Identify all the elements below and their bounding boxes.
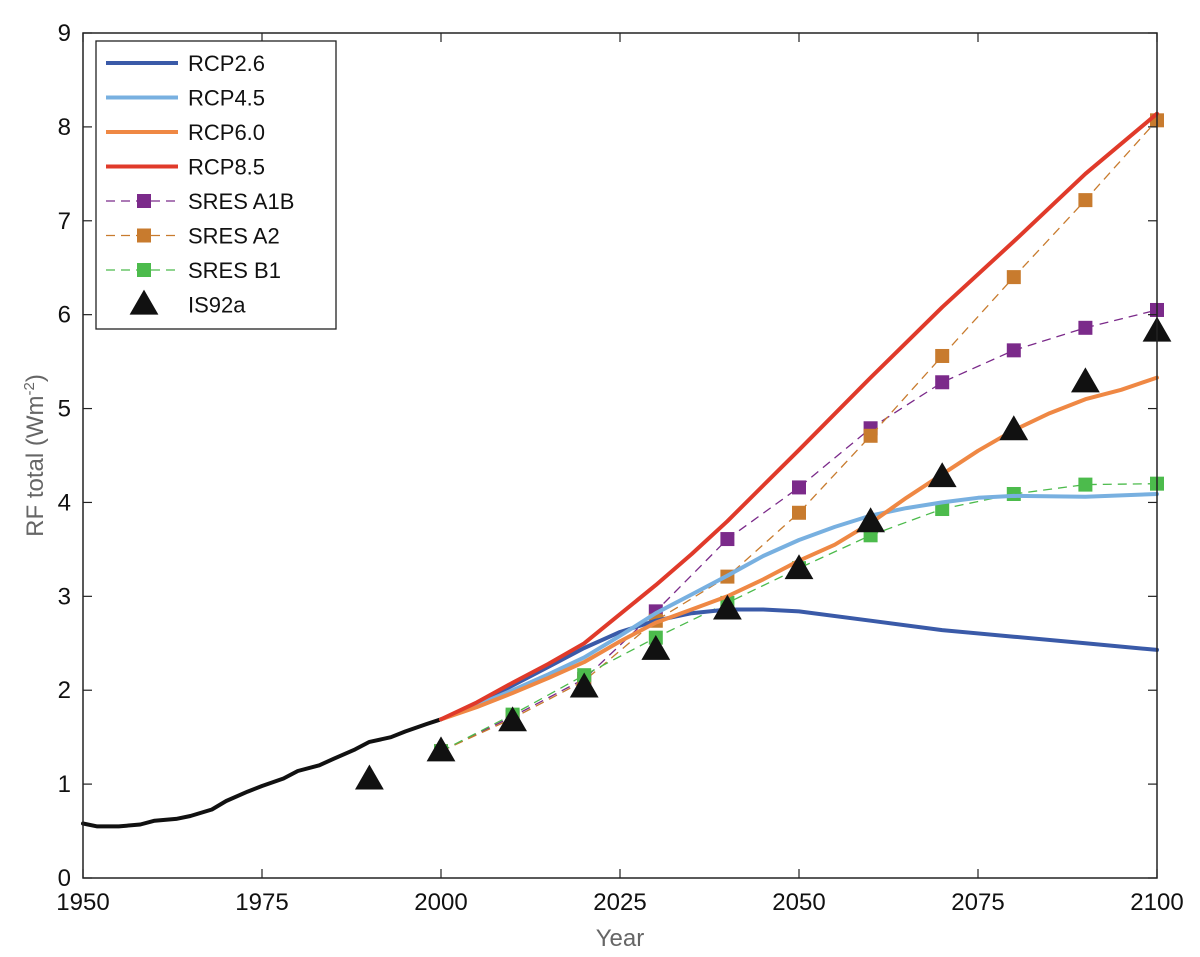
legend-marker-sres-a2 xyxy=(137,228,151,243)
point-is92a xyxy=(927,462,957,488)
series-line-sres-b1 xyxy=(440,483,1158,752)
plot-layer xyxy=(81,111,1172,829)
point-sres-b1 xyxy=(1078,477,1093,492)
x-tick-label: 1950 xyxy=(56,889,109,916)
y-tick-label: 6 xyxy=(58,302,71,329)
legend-item-is92a: IS92a xyxy=(129,289,246,318)
legend: RCP2.6 RCP4.5 RCP6.0 RCP8.5 SRES A1B SRES A2 S… xyxy=(95,40,337,330)
y-tick-label: 5 xyxy=(58,396,71,423)
legend-item-rcp2-6: RCP2.6 xyxy=(106,51,265,76)
legend-label-rcp4-5: RCP4.5 xyxy=(188,86,265,111)
point-sres-a2 xyxy=(1078,193,1093,208)
series-line-sres-a2 xyxy=(440,119,1158,752)
y-axis-label-main: RF total (Wm xyxy=(22,396,49,537)
x-tick-label: 2100 xyxy=(1130,889,1183,916)
x-tick-label: 2050 xyxy=(772,889,825,916)
legend-label-sres-b1: SRES B1 xyxy=(188,258,281,283)
point-sres-a1b xyxy=(1006,343,1021,358)
point-sres-a1b xyxy=(720,532,735,547)
legend-marker-sres-a1b xyxy=(137,194,151,208)
y-axis-label-superscript: -2 xyxy=(21,382,38,395)
point-is92a xyxy=(426,736,456,762)
point-is92a xyxy=(713,594,742,620)
series-line-rcp2-6 xyxy=(439,607,1159,722)
y-tick-label: 1 xyxy=(58,771,71,798)
x-tick-label: 2000 xyxy=(414,889,467,916)
legend-box xyxy=(95,40,337,330)
legend-item-sres-a2: SRES A2 xyxy=(106,224,280,249)
point-is92a xyxy=(999,415,1029,441)
point-sres-b1 xyxy=(935,502,950,517)
point-sres-a1b xyxy=(1078,320,1093,335)
series-line-historical xyxy=(81,717,443,829)
legend-label-sres-a2: SRES A2 xyxy=(188,224,280,249)
x-tick-label: 2025 xyxy=(593,889,646,916)
legend-label-rcp8-5: RCP8.5 xyxy=(188,155,265,180)
point-sres-a2 xyxy=(935,348,950,363)
y-axis-label-close: ) xyxy=(22,374,49,382)
point-is92a xyxy=(355,764,384,790)
legend-item-sres-a1b: SRES A1B xyxy=(106,189,294,214)
legend-item-sres-b1: SRES B1 xyxy=(106,258,281,283)
y-tick-label: 0 xyxy=(58,865,71,892)
y-tick-label: 3 xyxy=(58,583,71,610)
legend-marker-sres-b1 xyxy=(137,263,151,277)
y-tick-label: 2 xyxy=(58,677,71,704)
legend-label-rcp2-6: RCP2.6 xyxy=(188,51,265,76)
series-line-sres-a1b xyxy=(440,309,1158,752)
legend-label-sres-a1b: SRES A1B xyxy=(188,189,294,214)
point-sres-a2 xyxy=(863,428,878,443)
point-sres-a2 xyxy=(792,505,806,520)
point-is92a xyxy=(1071,367,1100,393)
x-axis-label: Year xyxy=(596,925,645,952)
y-tick-label: 4 xyxy=(58,489,71,516)
point-sres-a1b xyxy=(792,480,806,495)
y-axis-label: RF total (Wm-2) xyxy=(21,374,49,537)
point-is92a xyxy=(498,706,527,732)
point-is92a xyxy=(784,554,814,580)
ticks-layer: 1950 1975 2000 2025 2050 2075 2100 0 1 2 3 4 5 6 7 8 9 xyxy=(56,20,1183,916)
x-tick-label: 2075 xyxy=(951,889,1004,916)
point-sres-a1b xyxy=(935,375,950,390)
legend-item-rcp8-5: RCP8.5 xyxy=(106,155,265,180)
y-tick-label: 9 xyxy=(58,20,71,47)
point-is92a xyxy=(856,507,885,533)
series-line-rcp8-5 xyxy=(439,111,1159,722)
point-is92a xyxy=(569,672,599,698)
series-line-rcp4-5 xyxy=(439,492,1159,722)
y-tick-label: 7 xyxy=(58,208,71,235)
legend-label-rcp6-0: RCP6.0 xyxy=(188,120,265,145)
legend-label-is92a: IS92a xyxy=(188,293,246,318)
legend-item-rcp6-0: RCP6.0 xyxy=(106,120,265,145)
x-tick-label: 1975 xyxy=(235,889,288,916)
point-is92a xyxy=(641,634,671,660)
point-sres-a2 xyxy=(1006,270,1021,285)
y-tick-label: 8 xyxy=(58,114,71,141)
legend-item-rcp4-5: RCP4.5 xyxy=(106,86,265,111)
legend-marker-is92a xyxy=(129,289,159,315)
